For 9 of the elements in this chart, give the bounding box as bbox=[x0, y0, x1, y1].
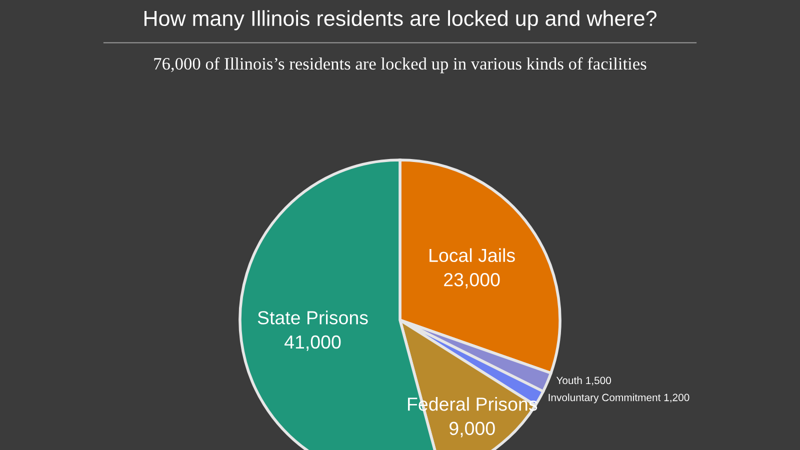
chart-subtitle: 76,000 of Illinois’s residents are locked up in various kinds of facilities bbox=[154, 57, 646, 74]
data-label: 41,000 bbox=[284, 335, 341, 351]
data-label: 9,000 bbox=[450, 422, 495, 438]
slice-label: Involuntary Commitment 1,200 bbox=[548, 394, 690, 404]
chart-title: How many Illinois residents are locked up and where? bbox=[144, 10, 656, 30]
slice-label: State Prisons bbox=[258, 310, 368, 324]
slice-label: Local Jails bbox=[430, 248, 515, 262]
data-label: 23,000 bbox=[444, 273, 500, 289]
slice-label: Youth 1,500 bbox=[556, 376, 612, 386]
